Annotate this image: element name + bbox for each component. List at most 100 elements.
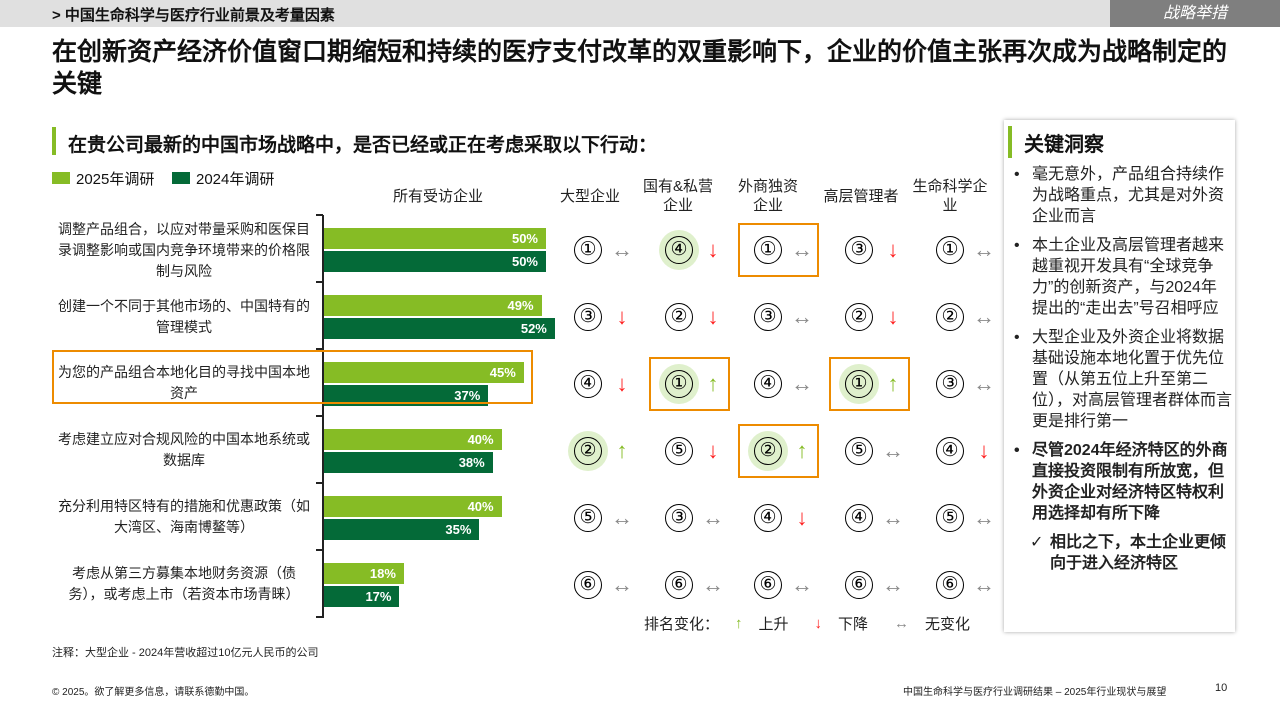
page-title: 在创新资产经济价值窗口期缩短和持续的医疗支付改革的双重影响下，企业的价值主张再次… xyxy=(52,38,1228,98)
arrow-down-icon: ↓ xyxy=(887,237,899,262)
arrow-down-icon: ↓ xyxy=(978,438,990,463)
arrow-both-icon: ↔ xyxy=(894,615,910,632)
legend-swatch-2025 xyxy=(52,172,70,184)
arrow-down-icon: ↓ xyxy=(887,304,899,329)
arrow-both-icon: ↔ xyxy=(791,572,813,597)
arrow-down-icon: ↓ xyxy=(707,304,719,329)
rank-badge: ④ xyxy=(936,437,964,465)
arrow-down-icon: ↓ xyxy=(814,615,823,632)
rank-badge: ④ xyxy=(754,370,782,398)
row-label: 创建一个不同于其他市场的、中国特有的管理模式 xyxy=(58,298,310,335)
rank-badge: ③ xyxy=(574,303,602,331)
row-label: 为您的产品组合本地化目的寻找中国本地资产 xyxy=(58,364,310,401)
bar-2025: 40% xyxy=(324,496,502,517)
rank-badge: ④ xyxy=(845,504,873,532)
chart-axis xyxy=(322,215,324,618)
column-header-executives: 高层管理者 xyxy=(823,188,899,205)
insights-panel: 关键洞察 毫无意外，产品组合持续作为战略重点，尤其是对外资企业而言 本土企业及高… xyxy=(1004,120,1235,632)
highlight-box xyxy=(738,424,819,478)
rank-badge: ② xyxy=(754,437,782,465)
bar-2025: 45% xyxy=(324,362,524,383)
axis-tick xyxy=(316,281,323,283)
rank-badge: ③ xyxy=(936,370,964,398)
arrow-up-icon: ↑ xyxy=(735,615,743,632)
rank-badge: ② xyxy=(845,303,873,331)
rank-badge: ⑥ xyxy=(665,571,693,599)
column-header-large: 大型企业 xyxy=(559,188,620,205)
rank-legend-down: 下降 xyxy=(838,616,869,633)
axis-tick xyxy=(316,549,323,551)
axis-tick xyxy=(316,616,323,618)
accent-bar xyxy=(1008,126,1012,158)
arrow-both-icon: ↔ xyxy=(702,572,724,597)
bar-2025: 49% xyxy=(324,295,542,316)
arrow-both-icon: ↔ xyxy=(702,505,724,530)
rank-badge: ② xyxy=(574,437,602,465)
rank-badge: ① xyxy=(936,236,964,264)
breadcrumb[interactable]: > 中国生命科学与医疗行业前景及考量因素 xyxy=(52,7,335,24)
accent-bar xyxy=(52,127,56,155)
arrow-both-icon: ↔ xyxy=(611,505,633,530)
rank-badge: ⑥ xyxy=(574,571,602,599)
bar-2024: 37% xyxy=(324,385,489,406)
bar-2024: 52% xyxy=(324,318,555,339)
rank-badge: ③ xyxy=(754,303,782,331)
insights-title: 关键洞察 xyxy=(1024,134,1104,156)
bar-2024: 50% xyxy=(324,251,546,272)
rank-badge: ① xyxy=(665,370,693,398)
column-header-foreign: 外商独资企业 xyxy=(737,178,798,214)
row-label: 考虑从第三方募集本地财务资源（债务），或考虑上市（若资本市场青睐） xyxy=(68,565,300,602)
footnote: 注释：大型企业 - 2024年营收超过10亿元人民币的公司 xyxy=(52,647,319,659)
arrow-down-icon: ↓ xyxy=(616,371,628,396)
arrow-up-icon: ↑ xyxy=(796,438,808,463)
rank-badge: ⑥ xyxy=(845,571,873,599)
rank-legend-up: 上升 xyxy=(758,616,789,633)
legend-label-2025: 2025年调研 xyxy=(76,171,155,188)
row-label: 调整产品组合，以应对带量采购和医保目录调整影响或国内竞争环境带来的价格限制与风险 xyxy=(58,221,310,279)
row-label: 充分利用特区特有的措施和优惠政策（如大湾区、海南博鳌等） xyxy=(58,498,310,535)
rank-badge: ① xyxy=(845,370,873,398)
arrow-both-icon: ↔ xyxy=(882,438,904,463)
legend-swatch-2024 xyxy=(172,172,190,184)
arrow-both-icon: ↔ xyxy=(973,505,995,530)
insights-list: 毫无意外，产品组合持续作为战略重点，尤其是对外资企业而言 本土企业及高层管理者越… xyxy=(1012,164,1232,582)
arrow-down-icon: ↓ xyxy=(707,237,719,262)
rank-badge: ⑤ xyxy=(665,437,693,465)
rank-legend-same: 无变化 xyxy=(925,616,971,633)
axis-tick xyxy=(316,482,323,484)
insight-subitem: 相比之下，本土企业更倾向于进入经济特区 xyxy=(1012,532,1232,574)
legend-label-2024: 2024年调研 xyxy=(196,171,275,188)
arrow-both-icon: ↔ xyxy=(973,237,995,262)
highlight-box xyxy=(829,357,910,411)
arrow-up-icon: ↑ xyxy=(887,371,899,396)
insight-item: 尽管2024年经济特区的外商直接投资限制有所放宽，但外资企业对经济特区特权利用选… xyxy=(1012,440,1232,524)
question-heading: 在贵公司最新的中国市场战略中，是否已经或正在考虑采取以下行动： xyxy=(68,135,658,156)
arrow-both-icon: ↔ xyxy=(611,237,633,262)
report-title: 中国生命科学与医疗行业调研结果 – 2025年行业现状与展望 xyxy=(903,687,1167,698)
section-tag: 战略举措 xyxy=(1110,0,1280,27)
insight-item: 本土企业及高层管理者越来越重视开发具有“全球竞争力”的创新资产，与2024年提出… xyxy=(1012,235,1232,319)
arrow-both-icon: ↔ xyxy=(791,371,813,396)
rank-badge: ⑤ xyxy=(574,504,602,532)
axis-tick xyxy=(316,415,323,417)
arrow-up-icon: ↑ xyxy=(707,371,719,396)
arrow-both-icon: ↔ xyxy=(611,572,633,597)
bar-2025: 50% xyxy=(324,228,546,249)
rank-badge: ① xyxy=(754,236,782,264)
arrow-both-icon: ↔ xyxy=(882,505,904,530)
bar-2025: 40% xyxy=(324,429,502,450)
arrow-up-icon: ↑ xyxy=(616,438,628,463)
rank-badge: ⑤ xyxy=(845,437,873,465)
arrow-down-icon: ↓ xyxy=(616,304,628,329)
arrow-both-icon: ↔ xyxy=(973,304,995,329)
rank-badge: ⑥ xyxy=(936,571,964,599)
rank-badge: ⑥ xyxy=(754,571,782,599)
column-header-life-science: 生命科学企业 xyxy=(912,178,988,214)
rank-legend: 排名变化： ↑ 上升 ↓ 下降 ↔ 无变化 xyxy=(644,613,970,634)
rank-badge: ③ xyxy=(845,236,873,264)
rank-badge: ③ xyxy=(665,504,693,532)
rank-legend-label: 排名变化： xyxy=(644,616,720,633)
page-number: 10 xyxy=(1215,682,1228,694)
highlight-box xyxy=(738,223,819,277)
rank-badge: ④ xyxy=(665,236,693,264)
